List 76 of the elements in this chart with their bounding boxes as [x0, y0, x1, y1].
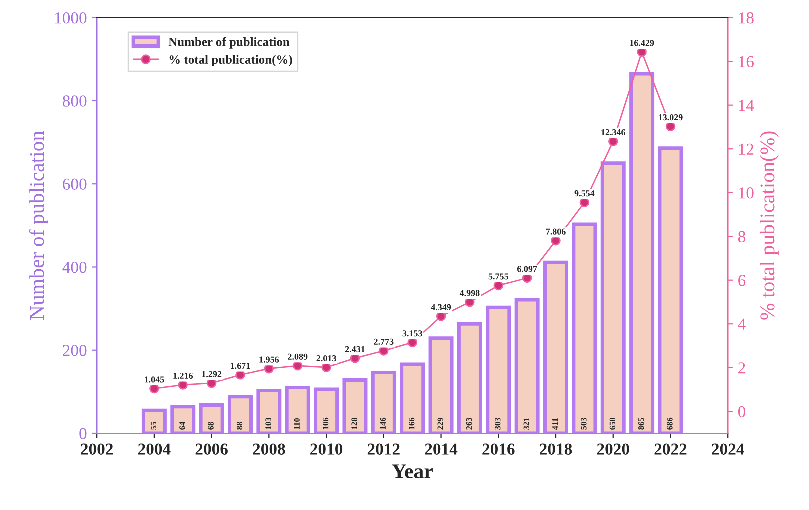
x-tick-label: 2022: [654, 444, 687, 455]
data-label: 2.773: [374, 338, 394, 345]
y2-tick-label: 10: [739, 188, 754, 199]
x-tick-label: 2024: [712, 444, 744, 455]
y2-tick-label: 6: [738, 275, 746, 286]
y-axis-title: Number of publication: [29, 131, 48, 320]
data-label: 865: [638, 418, 644, 430]
point: [206, 378, 217, 388]
point: [379, 346, 389, 356]
x-tick-label: 2020: [597, 444, 630, 455]
data-label: 686: [667, 418, 673, 430]
data-label: 106: [323, 418, 329, 430]
y-tick-label: 0: [80, 428, 87, 440]
data-label: 1.292: [202, 371, 222, 378]
x-tick-label: 2010: [310, 444, 343, 455]
data-label: 7.806: [546, 228, 566, 235]
data-label: 110: [294, 418, 300, 430]
y2-tick-label: 4: [738, 318, 746, 330]
data-label: 103: [266, 418, 272, 430]
data-label: 5.755: [488, 274, 508, 280]
data-label: 411: [552, 418, 558, 430]
data-label: 503: [581, 418, 587, 430]
data-label: 64: [180, 422, 186, 430]
x-axis-title: Year: [392, 464, 433, 479]
data-label: 16.429: [630, 40, 654, 46]
legend-label: % total publication(%): [170, 55, 292, 67]
data-label: 12.346: [602, 129, 626, 136]
y2-tick-label: 16: [739, 56, 754, 68]
y2-tick-label: 0: [738, 406, 746, 418]
data-label: 128: [352, 418, 358, 430]
data-label: 4.998: [460, 290, 480, 296]
data-label: 2.431: [345, 346, 365, 352]
data-label: 1.045: [145, 376, 164, 383]
data-label: 303: [495, 418, 501, 430]
data-label: 88: [236, 422, 243, 430]
legend-label: Number of publication: [168, 37, 290, 49]
data-label: 4.349: [431, 304, 452, 311]
x-tick-label: 2014: [425, 444, 458, 455]
x-tick-label: 2004: [138, 444, 171, 455]
data-label: 263: [466, 418, 472, 430]
data-label: 3.153: [402, 330, 422, 337]
x-tick-label: 2018: [540, 444, 572, 455]
data-label: 1.216: [174, 372, 194, 380]
y-tick-label: 400: [62, 262, 87, 274]
data-label: 68: [208, 422, 214, 430]
data-label: 146: [380, 418, 386, 430]
y-tick-label: 1000: [55, 12, 87, 24]
y-tick-label: 800: [62, 96, 87, 107]
y2-axis-title: % total publication(%): [760, 132, 779, 320]
x-tick-label: 2002: [81, 444, 114, 455]
data-label: 166: [409, 418, 415, 430]
y2-tick-label: 12: [739, 144, 754, 155]
data-label: 6.097: [517, 266, 538, 272]
data-label: 2.013: [316, 355, 336, 362]
data-label: 229: [438, 418, 444, 430]
y-tick-label: 600: [63, 178, 87, 190]
x-tick-label: 2012: [368, 444, 400, 455]
y2-tick-label: 18: [739, 12, 754, 24]
data-label: 55: [150, 422, 157, 430]
data-label: 13.029: [659, 114, 683, 121]
point: [293, 361, 303, 371]
x-tick-label: 2008: [253, 444, 286, 455]
data-label: 650: [610, 418, 616, 430]
y-tick-label: 200: [63, 345, 87, 356]
y2-tick-label: 14: [739, 100, 754, 112]
x-tick-label: 2006: [196, 444, 228, 455]
point: [436, 312, 446, 322]
data-label: 321: [524, 418, 530, 430]
y2-tick-label: 8: [738, 231, 746, 243]
data-label: 1.671: [231, 363, 250, 370]
data-label: 1.956: [260, 356, 280, 363]
point: [350, 354, 360, 364]
data-label: 9.554: [574, 190, 595, 197]
data-label: 2.089: [288, 354, 308, 360]
y2-tick-label: 2: [738, 362, 746, 374]
x-tick-label: 2016: [482, 444, 515, 455]
